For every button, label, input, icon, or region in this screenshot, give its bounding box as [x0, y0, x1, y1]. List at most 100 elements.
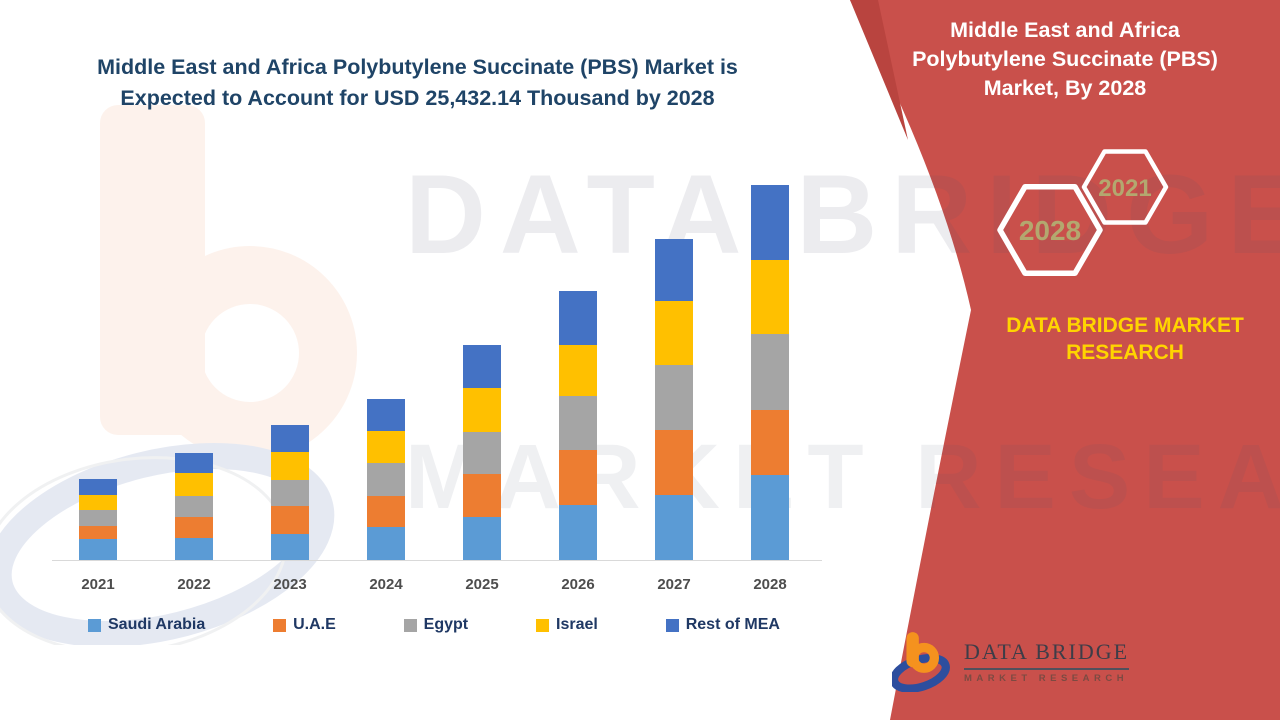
legend-item-israel: Israel — [536, 616, 598, 634]
chart-title-line1: Middle East and Africa Polybutylene Succ… — [97, 55, 738, 79]
footer-logo: DATA BRIDGE MARKET RESEARCH — [892, 630, 1130, 692]
segment-u-a-e-2023 — [271, 505, 309, 534]
segment-u-a-e-2027 — [655, 429, 693, 495]
bar-2027 — [655, 239, 693, 560]
segment-israel-2021 — [79, 494, 117, 510]
legend-item-rest-of-mea: Rest of MEA — [665, 616, 780, 634]
bar-2028 — [751, 185, 789, 560]
segment-rest-of-mea-2024 — [367, 399, 405, 431]
year-badge-2028: 2028 — [997, 183, 1103, 277]
legend-label-u-a-e: U.A.E — [293, 616, 336, 633]
logo-b-bowl — [909, 642, 940, 673]
segment-egypt-2022 — [175, 495, 213, 517]
legend-swatch-u-a-e — [273, 618, 287, 632]
hexagon-2028-outline — [997, 183, 1103, 277]
legend-label-israel: Israel — [556, 616, 598, 633]
red-panel-shape — [850, 0, 1280, 720]
segment-saudi-arabia-2027 — [655, 494, 693, 560]
hexagon-2021-outline — [1081, 149, 1169, 225]
segment-saudi-arabia-2024 — [367, 526, 405, 560]
segment-rest-of-mea-2021 — [79, 479, 117, 495]
year-hexagons: 2021 2028 — [997, 149, 1169, 277]
segment-rest-of-mea-2027 — [655, 239, 693, 301]
segment-rest-of-mea-2026 — [559, 290, 597, 345]
legend-label-egypt: Egypt — [423, 616, 469, 633]
segment-israel-2023 — [271, 451, 309, 480]
segment-u-a-e-2021 — [79, 525, 117, 539]
data-bridge-logo-icon — [892, 632, 950, 692]
stacked-bar-chart: 2021 2022 2023 2024 2025 2026 2027 2028 — [52, 185, 822, 593]
watermark-b-stem — [100, 105, 205, 435]
x-axis-label-2021: 2021 — [81, 576, 115, 593]
segment-israel-2028 — [751, 259, 789, 334]
chart-title: Middle East and Africa Polybutylene Succ… — [55, 52, 780, 114]
x-axis-label-2028: 2028 — [753, 576, 787, 593]
footer-logo-name: DATA BRIDGE — [964, 639, 1130, 670]
segment-egypt-2025 — [463, 431, 501, 474]
bar-2023 — [271, 425, 309, 560]
brand-text-line2: RESEARCH — [1066, 341, 1184, 364]
x-axis-line — [52, 560, 822, 561]
watermark-b-bowl — [143, 246, 357, 460]
bar-2026 — [559, 290, 597, 560]
segment-egypt-2026 — [559, 395, 597, 450]
x-axis-label-2023: 2023 — [273, 576, 307, 593]
side-panel-title: Middle East and Africa Polybutylene Succ… — [912, 18, 1218, 100]
segment-rest-of-mea-2022 — [175, 453, 213, 473]
segment-u-a-e-2024 — [367, 495, 405, 527]
legend-swatch-rest-of-mea — [665, 618, 679, 632]
segment-rest-of-mea-2025 — [463, 345, 501, 388]
segment-saudi-arabia-2025 — [463, 516, 501, 560]
segment-saudi-arabia-2022 — [175, 537, 213, 560]
segment-israel-2025 — [463, 387, 501, 432]
segment-saudi-arabia-2028 — [751, 474, 789, 560]
hexagon-2021-label: 2021 — [1098, 175, 1151, 202]
hexagon-2028-label: 2028 — [1019, 215, 1081, 246]
chart-title-line2: Expected to Account for USD 25,432.14 Th… — [120, 86, 715, 110]
segment-saudi-arabia-2026 — [559, 504, 597, 560]
chart-legend: Saudi Arabia U.A.E Egypt Israel Rest of MEA — [88, 616, 780, 634]
legend-label-rest-of-mea: Rest of MEA — [685, 616, 780, 633]
legend-swatch-israel — [536, 618, 550, 632]
segment-egypt-2021 — [79, 509, 117, 526]
year-badge-2021: 2021 — [1081, 149, 1169, 225]
legend-swatch-egypt — [403, 618, 417, 632]
watermark-swoosh — [0, 442, 335, 645]
segment-egypt-2023 — [271, 479, 309, 506]
segment-israel-2022 — [175, 472, 213, 496]
legend-item-egypt: Egypt — [403, 616, 469, 634]
segment-u-a-e-2028 — [751, 409, 789, 475]
segment-rest-of-mea-2028 — [751, 185, 789, 260]
brand-text-line1: DATA BRIDGE MARKET — [1006, 314, 1244, 337]
segment-rest-of-mea-2023 — [271, 425, 309, 452]
segment-egypt-2024 — [367, 462, 405, 496]
segment-israel-2024 — [367, 430, 405, 463]
x-axis-label-2025: 2025 — [465, 576, 499, 593]
x-axis-label-2026: 2026 — [561, 576, 595, 593]
background-logo-watermark — [0, 105, 357, 645]
brand-text: DATA BRIDGE MARKET RESEARCH — [985, 312, 1265, 366]
bar-2025 — [463, 345, 501, 560]
legend-item-u-a-e: U.A.E — [273, 616, 336, 634]
segment-egypt-2027 — [655, 364, 693, 430]
segment-israel-2027 — [655, 300, 693, 365]
x-axis-label-2027: 2027 — [657, 576, 691, 593]
segment-saudi-arabia-2021 — [79, 538, 117, 560]
bar-2021 — [79, 479, 117, 560]
segment-egypt-2028 — [751, 333, 789, 410]
segment-u-a-e-2026 — [559, 449, 597, 505]
x-axis-label-2022: 2022 — [177, 576, 211, 593]
bar-2022 — [175, 453, 213, 560]
bar-2024 — [367, 399, 405, 560]
red-panel-fold-triangle — [850, 0, 908, 140]
footer-logo-text: DATA BRIDGE MARKET RESEARCH — [964, 639, 1130, 684]
segment-u-a-e-2025 — [463, 473, 501, 517]
segment-u-a-e-2022 — [175, 516, 213, 538]
legend-item-saudi-arabia: Saudi Arabia — [88, 616, 205, 634]
footer-logo-subtitle: MARKET RESEARCH — [964, 672, 1129, 684]
legend-swatch-saudi-arabia — [88, 618, 101, 632]
segment-saudi-arabia-2023 — [271, 533, 309, 560]
